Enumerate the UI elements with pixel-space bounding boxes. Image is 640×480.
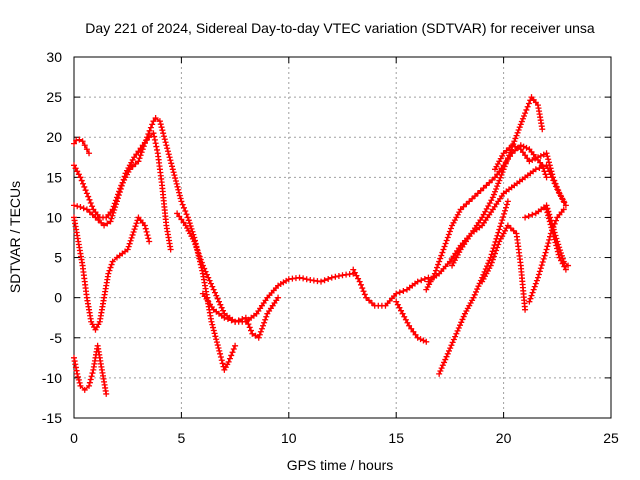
y-tick-label: 0 xyxy=(54,290,62,306)
series-sat-p xyxy=(526,206,567,305)
series-markers xyxy=(174,210,357,325)
series-sat-h xyxy=(350,266,432,309)
series-sat-g xyxy=(199,290,282,341)
y-tick-label: -5 xyxy=(50,330,63,346)
series-sat-n xyxy=(479,222,529,313)
axis-ticks: 0 5 10 15 20 25 -15 -10 -5 0 5 10 15 20 25 30 xyxy=(42,49,619,446)
series-markers xyxy=(479,222,529,313)
data-series xyxy=(71,94,572,397)
series-sat-i xyxy=(393,298,430,345)
series-markers xyxy=(350,266,432,309)
series-sat-b xyxy=(71,130,174,253)
x-axis-label: GPS time / hours xyxy=(287,457,394,473)
y-axis-label: SDTVAR / TECUs xyxy=(7,181,23,293)
series-trace xyxy=(73,215,150,332)
series-sat-f xyxy=(174,210,357,325)
series-markers xyxy=(492,142,569,209)
series-markers xyxy=(199,290,282,341)
x-tick-label: 25 xyxy=(603,430,619,446)
y-tick-label: 15 xyxy=(46,169,62,185)
series-markers xyxy=(425,94,546,285)
series-sat-d xyxy=(71,214,153,333)
series-markers xyxy=(436,198,511,377)
x-tick-label: 5 xyxy=(178,430,186,446)
y-tick-label: -10 xyxy=(42,370,62,386)
series-markers xyxy=(543,206,569,273)
series-markers xyxy=(71,214,153,333)
y-tick-label: -15 xyxy=(42,410,62,426)
series-sat-l xyxy=(436,198,511,377)
series-trace xyxy=(73,116,236,373)
x-tick-label: 10 xyxy=(281,430,297,446)
y-tick-label: 10 xyxy=(46,209,62,225)
series-sat-k xyxy=(425,94,546,285)
series-sat-c xyxy=(71,114,239,373)
x-tick-label: 15 xyxy=(388,430,404,446)
series-sat-a xyxy=(71,136,93,157)
series-markers xyxy=(71,114,239,373)
series-sat-r xyxy=(522,202,572,269)
series-markers xyxy=(71,136,93,157)
grid xyxy=(74,57,611,418)
series-markers xyxy=(71,342,110,397)
series-trace xyxy=(427,95,544,283)
y-tick-label: 5 xyxy=(54,250,62,266)
plot-frame xyxy=(73,56,612,419)
y-tick-label: 20 xyxy=(46,129,62,145)
series-markers xyxy=(522,202,572,269)
x-tick-label: 0 xyxy=(70,430,78,446)
series-markers xyxy=(393,298,430,345)
y-tick-label: 30 xyxy=(46,49,62,65)
x-tick-label: 20 xyxy=(496,430,512,446)
y-tick-label: 25 xyxy=(46,89,62,105)
series-sat-q xyxy=(543,206,569,273)
series-sat-o xyxy=(492,142,569,209)
chart-title: Day 221 of 2024, Sidereal Day-to-day VTE… xyxy=(85,20,595,36)
series-sat-e xyxy=(71,342,110,397)
